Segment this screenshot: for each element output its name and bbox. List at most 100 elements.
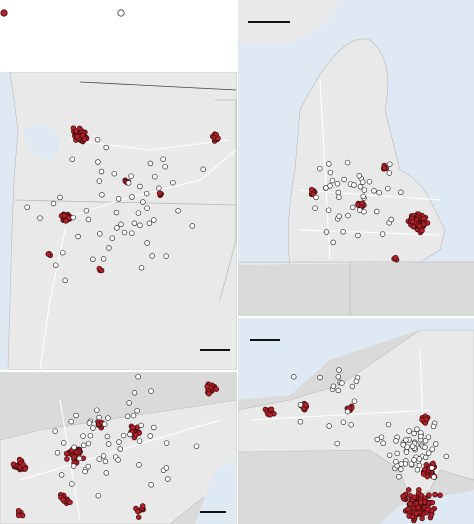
site-marker-hollow [80,442,87,449]
site-marker-hollow [398,461,404,467]
site-marker-hollow [90,256,96,263]
site-marker-filled [61,213,68,219]
site-marker-hollow [96,456,103,462]
site-marker-hollow [99,192,105,198]
site-marker-hollow [378,434,385,440]
site-marker-hollow [418,433,424,440]
site-marker-hollow [165,476,171,482]
site-marker-hollow [115,196,122,202]
site-marker-hollow [411,430,417,437]
site-marker-filled [268,406,275,412]
site-marker-hollow [336,194,342,200]
site-marker-hollow [416,456,423,462]
site-marker-hollow [96,178,103,184]
site-marker-filled [418,492,424,499]
site-marker-hollow [422,454,429,461]
site-marker-hollow [312,205,318,211]
site-marker-hollow [335,374,342,380]
site-marker-hollow [126,400,132,406]
site-marker-hollow [70,214,76,221]
site-marker-filled [411,494,417,500]
site-marker-hollow [335,387,342,394]
site-marker-hollow [326,161,332,167]
site-marker-filled [400,493,406,500]
site-marker-filled [437,492,443,499]
site-marker-filled [429,499,436,506]
site-marker-hollow [175,208,181,214]
site-marker-filled [424,473,430,480]
site-marker-filled [407,500,413,507]
site-marker-hollow [146,220,153,227]
site-marker-filled [71,454,77,460]
site-marker-hollow [148,482,154,488]
site-marker-hollow [327,169,334,176]
site-marker-hollow [160,156,166,162]
site-marker-hollow [90,425,96,431]
site-marker-hollow [379,231,386,237]
site-marker-hollow [95,159,101,165]
site-marker-filled [405,506,411,513]
site-marker-hollow [70,463,77,469]
site-marker-hollow [341,176,347,183]
site-marker-hollow [114,225,120,231]
site-marker-hollow [355,232,361,239]
site-marker-hollow [144,205,150,211]
site-marker-hollow [414,467,421,473]
site-marker-hollow [393,458,399,465]
site-marker-hollow [80,433,86,439]
site-marker-hollow [73,412,79,419]
site-marker-hollow [425,450,432,456]
site-marker-hollow [124,413,131,420]
site-marker-hollow [403,449,410,455]
site-marker-hollow [37,215,43,221]
site-marker-hollow [361,187,368,193]
site-marker-hollow [100,453,107,459]
site-marker-hollow [54,450,61,456]
site-marker-hollow [430,423,437,430]
legend-marker-hollow [117,9,125,17]
site-marker-hollow [131,390,138,396]
site-marker-hollow [104,433,111,440]
site-marker-filled [76,125,83,132]
site-marker-filled [432,491,438,498]
site-marker-hollow [138,422,144,429]
site-marker-hollow [366,178,373,185]
site-marker-hollow [291,374,297,380]
site-marker-hollow [431,474,437,480]
site-marker-hollow [135,373,141,380]
site-marker-hollow [387,161,393,167]
site-marker-hollow [83,207,90,214]
site-marker-hollow [325,207,332,213]
site-marker-hollow [69,481,75,487]
site-marker-hollow [121,229,128,236]
site-marker-hollow [52,262,59,268]
site-marker-hollow [130,412,137,419]
site-marker-hollow [147,433,153,439]
site-marker-hollow [148,388,154,394]
site-marker-hollow [68,418,74,425]
site-marker-hollow [143,190,150,197]
site-marker-filled [133,432,139,438]
site-marker-hollow [386,452,393,459]
site-marker-hollow [385,185,391,192]
site-marker-hollow [340,229,346,235]
site-marker-hollow [349,383,356,390]
site-marker-hollow [131,220,138,227]
site-marker-hollow [373,208,380,215]
site-marker-hollow [94,407,100,413]
site-marker-filled [381,165,388,171]
site-marker-filled [413,510,420,517]
site-marker-filled [156,190,163,196]
site-marker-filled [204,383,210,390]
site-marker-hollow [200,166,206,173]
site-marker-hollow [388,216,394,223]
site-marker-hollow [85,440,92,447]
site-marker-hollow [137,183,143,190]
site-marker-hollow [329,177,336,184]
site-marker-hollow [313,194,319,201]
site-marker-filled [409,513,416,520]
site-marker-hollow [394,450,400,457]
site-marker-hollow [414,426,420,433]
site-marker-hollow [409,443,416,450]
site-marker-hollow [339,380,345,386]
